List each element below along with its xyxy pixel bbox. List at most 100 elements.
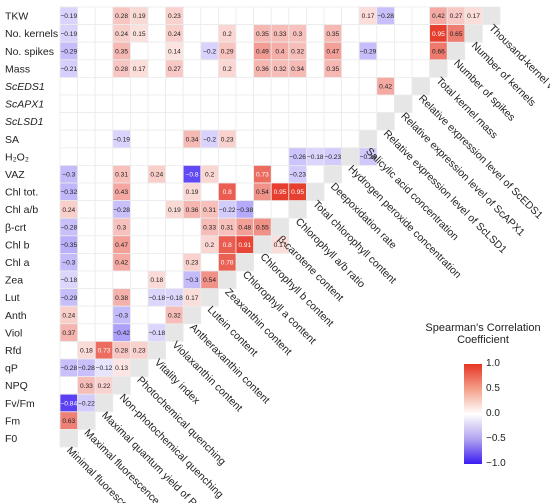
correlation-value: 0.47	[115, 242, 128, 249]
heatmap-cell	[182, 147, 202, 166]
heatmap-cell	[217, 77, 237, 96]
row-label: VAZ	[5, 169, 25, 181]
correlation-value: 0.42	[379, 84, 392, 91]
heatmap-cell	[393, 6, 413, 26]
heatmap-cell	[182, 77, 202, 96]
heatmap-cell	[323, 129, 343, 149]
heatmap-cell	[217, 94, 237, 114]
heatmap-cell	[112, 270, 131, 290]
correlation-value: 0.22	[98, 383, 111, 390]
heatmap-cell	[393, 59, 413, 78]
correlation-value: 0.34	[186, 136, 199, 143]
correlation-cell	[288, 59, 307, 78]
heatmap-cell	[77, 323, 96, 342]
correlation-cell	[147, 164, 167, 184]
diagonal-cell	[429, 59, 448, 78]
correlation-cell	[464, 6, 483, 26]
row-label: Viol	[5, 327, 22, 339]
heatmap-cell	[147, 252, 167, 272]
heatmap-cell	[235, 94, 255, 114]
heatmap-cell	[235, 59, 255, 78]
diagonal-cell	[358, 129, 378, 149]
correlation-value: −0.18	[148, 330, 165, 337]
correlation-cell	[376, 6, 395, 26]
heatmap-cell	[200, 94, 219, 114]
correlation-value: 0.42	[432, 13, 445, 20]
heatmap-cell	[147, 6, 167, 26]
correlation-value: 0.54	[256, 189, 269, 196]
heatmap-cell	[77, 252, 96, 272]
correlation-value: −0.28	[60, 224, 77, 231]
correlation-value: 0.43	[115, 189, 128, 196]
heatmap-cell	[288, 112, 307, 131]
heatmap-cell	[112, 147, 131, 166]
heatmap-cell	[288, 6, 307, 26]
legend-tick: 1.0	[486, 358, 500, 369]
heatmap-cell	[200, 24, 219, 43]
correlation-value: −0.19	[60, 13, 77, 20]
correlation-value: 0.4	[275, 48, 284, 55]
heatmap-cell	[376, 24, 395, 43]
heatmap-cell	[253, 147, 272, 166]
correlation-cell	[376, 77, 395, 96]
correlation-value: 0.23	[221, 136, 234, 143]
diagonal-cell	[446, 41, 466, 61]
heatmap-cell	[235, 129, 255, 149]
heatmap-cell	[235, 112, 255, 131]
correlation-value: −0.23	[324, 154, 341, 161]
heatmap-cell	[77, 129, 96, 149]
heatmap-cell	[165, 235, 184, 254]
correlation-value: 0.17	[133, 66, 146, 73]
heatmap-cell	[129, 270, 149, 290]
correlation-value: −0.28	[60, 365, 77, 372]
row-label: Fm	[5, 415, 20, 427]
diagonal-label: Total kernel mass	[434, 75, 500, 141]
heatmap-cell	[94, 164, 114, 184]
heatmap-cell	[411, 59, 431, 78]
heatmap-cell	[217, 164, 237, 184]
heatmap-cell	[270, 94, 290, 114]
heatmap-cell	[235, 24, 255, 43]
heatmap-cell	[147, 112, 167, 131]
heatmap-cell	[376, 41, 395, 61]
heatmap-cell	[77, 6, 96, 26]
heatmap-cell	[341, 6, 360, 26]
heatmap-cell	[270, 112, 290, 131]
correlation-value: 0.31	[221, 224, 234, 231]
correlation-value: −0.3	[185, 277, 198, 284]
heatmap-cell	[59, 376, 79, 395]
heatmap-cell	[59, 147, 79, 166]
correlation-value: 0.24	[62, 312, 75, 319]
heatmap-cell	[94, 270, 114, 290]
correlation-value: 0.47	[326, 48, 339, 55]
diagonal-cell	[147, 340, 167, 360]
correlation-value: 0.36	[186, 207, 199, 214]
heatmap-cell	[112, 77, 131, 96]
correlation-value: −0.18	[166, 295, 183, 302]
correlation-value: 0.32	[291, 48, 304, 55]
heatmap-cell	[217, 147, 237, 166]
correlation-cell	[217, 252, 237, 272]
correlation-value: 0.17	[467, 13, 480, 20]
heatmap-cell	[165, 270, 184, 290]
diagonal-label: β-carotene content	[275, 233, 346, 304]
heatmap-cell	[129, 323, 149, 342]
correlation-cell	[288, 182, 307, 202]
correlation-value: 0.91	[238, 242, 251, 249]
heatmap-cell	[77, 235, 96, 254]
heatmap-cell	[323, 6, 343, 26]
correlation-cell	[446, 24, 466, 43]
correlation-value: 0.31	[203, 207, 216, 214]
diagonal-cell	[77, 411, 96, 430]
diagonal-label: Deepoxidation rate	[328, 181, 399, 252]
heatmap-cell	[165, 147, 184, 166]
correlation-value: −0.84	[60, 400, 77, 407]
heatmap-cell	[94, 252, 114, 272]
heatmap-cell	[200, 6, 219, 26]
correlation-cell	[112, 129, 131, 149]
row-label: TKW	[5, 11, 28, 23]
heatmap-cell	[270, 77, 290, 96]
correlation-value: −0.28	[78, 365, 95, 372]
correlation-value: 0.33	[203, 224, 216, 231]
correlation-value: 0.78	[221, 260, 234, 267]
